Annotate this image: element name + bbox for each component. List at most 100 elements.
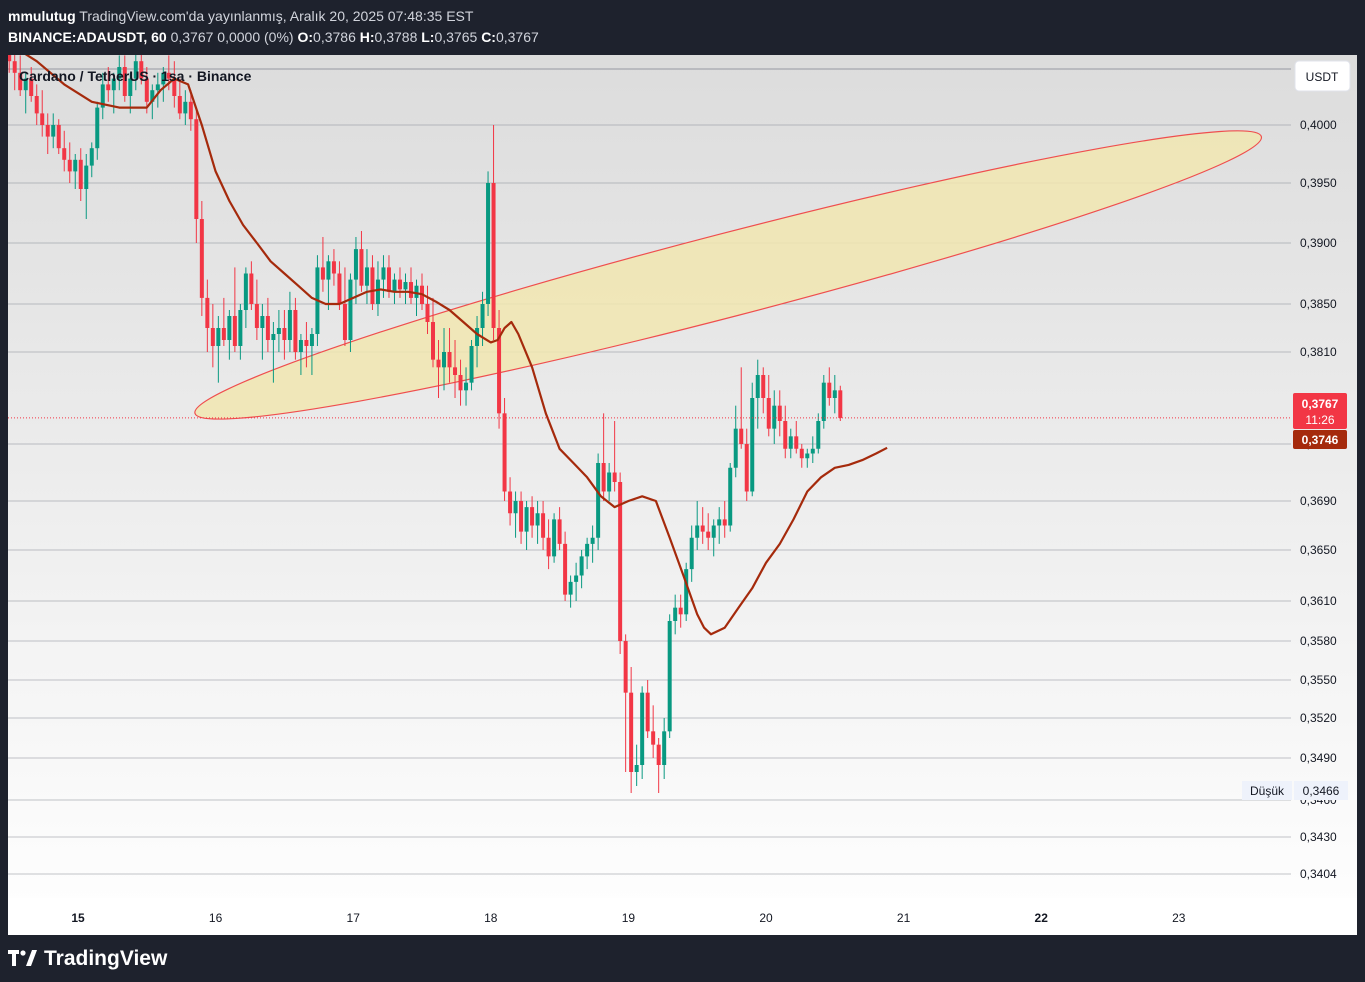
candle-body bbox=[386, 267, 391, 292]
price-axis[interactable]: 0,40000,39500,39000,38500,38100,37500,36… bbox=[1300, 118, 1337, 881]
currency-button-label[interactable]: USDT bbox=[1306, 70, 1339, 84]
candle-body bbox=[271, 334, 276, 340]
chart-area[interactable]: 15 16 17 18 19 20 21 22 23 0,4000 0,3950 0,3900 0,3… bbox=[8, 55, 1357, 935]
candle-body bbox=[95, 107, 100, 149]
candle-body bbox=[166, 72, 171, 79]
chart-title: Cardano / TetherUS · 1sa · Binance bbox=[19, 68, 252, 84]
candle bbox=[816, 413, 821, 454]
candle bbox=[12, 55, 17, 91]
tradingview-logo-icon[interactable] bbox=[8, 950, 38, 968]
candle-body bbox=[480, 304, 485, 328]
candle bbox=[436, 340, 441, 398]
candle-body bbox=[513, 501, 518, 514]
candle bbox=[651, 705, 656, 758]
candle-body bbox=[596, 463, 601, 538]
candle-body bbox=[519, 501, 524, 532]
candle-body bbox=[89, 148, 94, 166]
candle-body bbox=[733, 428, 738, 468]
candle-body bbox=[8, 55, 12, 62]
candle-body bbox=[282, 328, 287, 340]
candle bbox=[73, 154, 78, 189]
candle bbox=[601, 413, 606, 501]
brand-name[interactable]: TradingView bbox=[44, 947, 168, 970]
candle-body bbox=[238, 310, 243, 346]
candle-body bbox=[144, 78, 149, 102]
candle bbox=[353, 237, 358, 304]
candle bbox=[788, 428, 793, 459]
candle-body bbox=[18, 72, 23, 91]
price-chart[interactable]: 15 16 17 18 19 20 21 22 23 0,4000 0,3950 0,3900 0,3… bbox=[8, 55, 1357, 935]
moving-average bbox=[24, 55, 888, 636]
candle bbox=[8, 55, 12, 73]
candle bbox=[45, 113, 50, 154]
brand-footer[interactable]: TradingView bbox=[8, 944, 167, 974]
candle-body bbox=[810, 448, 815, 454]
candle bbox=[442, 328, 447, 391]
candle bbox=[282, 310, 287, 360]
candle-body bbox=[370, 267, 375, 304]
price-tick-label: 0,3520 bbox=[1300, 711, 1337, 725]
candle-body bbox=[320, 267, 325, 280]
candle-body bbox=[133, 61, 138, 79]
candle bbox=[574, 562, 579, 601]
candle bbox=[519, 491, 524, 544]
candle bbox=[431, 297, 436, 368]
open-value: 0,3786 bbox=[313, 29, 356, 45]
price-tick-label: 0,3900 bbox=[1300, 236, 1337, 250]
candle bbox=[348, 273, 353, 352]
ohlc-line: BINANCE:ADAUSDT, 60 0,3767 0,0000 (0%) O… bbox=[8, 27, 539, 48]
candle-body bbox=[172, 78, 177, 96]
candle-body bbox=[348, 279, 353, 340]
candle-body bbox=[651, 731, 656, 745]
price-tick-label: 0,3650 bbox=[1300, 543, 1337, 557]
candle bbox=[629, 667, 634, 793]
time-tick-label: 21 bbox=[897, 911, 911, 925]
candle bbox=[634, 744, 639, 786]
price-tick-label: 0,3610 bbox=[1300, 594, 1337, 608]
candle-body bbox=[623, 641, 628, 693]
candle-body bbox=[607, 472, 612, 492]
ellipse-drawing[interactable] bbox=[185, 96, 1272, 453]
candle bbox=[458, 359, 463, 406]
time-tick-label: 17 bbox=[347, 911, 361, 925]
publish-info: TradingView.com'da yayınlanmış, Aralık 2… bbox=[79, 8, 474, 24]
candle-body bbox=[816, 421, 821, 449]
candle-body bbox=[601, 463, 606, 492]
candle-body bbox=[777, 405, 782, 421]
candle bbox=[821, 375, 826, 429]
candle-body bbox=[392, 279, 397, 292]
ma-badge bbox=[1293, 430, 1347, 449]
candle bbox=[772, 390, 777, 444]
price-tick-label: 0,3690 bbox=[1300, 494, 1337, 508]
candle-body bbox=[128, 78, 133, 96]
candle-body bbox=[243, 273, 248, 310]
candle bbox=[585, 537, 590, 570]
candle bbox=[579, 550, 584, 589]
candle bbox=[172, 61, 177, 108]
currency-button[interactable]: USDT bbox=[1294, 60, 1351, 92]
author-name[interactable]: mmulutug bbox=[8, 8, 76, 24]
candle-body bbox=[821, 382, 826, 421]
candle bbox=[56, 119, 61, 154]
candle bbox=[139, 55, 144, 85]
drawing-layer[interactable] bbox=[185, 96, 1272, 453]
candle bbox=[67, 142, 72, 183]
candle-body bbox=[574, 575, 579, 582]
candle bbox=[84, 154, 89, 219]
candle bbox=[106, 67, 111, 102]
price-change: 0,0000 (0%) bbox=[217, 29, 294, 45]
candle-body bbox=[375, 279, 380, 304]
time-axis[interactable]: 15 16 17 18 19 20 21 22 23 bbox=[8, 898, 1357, 935]
close-label: C: bbox=[481, 29, 496, 45]
candle-body bbox=[552, 519, 557, 557]
candle-body bbox=[155, 84, 160, 91]
candle bbox=[194, 107, 199, 243]
candle-body bbox=[331, 261, 336, 274]
time-tick-label: 15 bbox=[71, 911, 85, 925]
candle-body bbox=[403, 282, 408, 290]
price-tick-label: 0,3404 bbox=[1300, 867, 1337, 881]
candle bbox=[524, 501, 529, 550]
low-value-text: 0,3466 bbox=[1303, 784, 1340, 798]
candle bbox=[414, 279, 419, 316]
candle bbox=[254, 279, 259, 340]
